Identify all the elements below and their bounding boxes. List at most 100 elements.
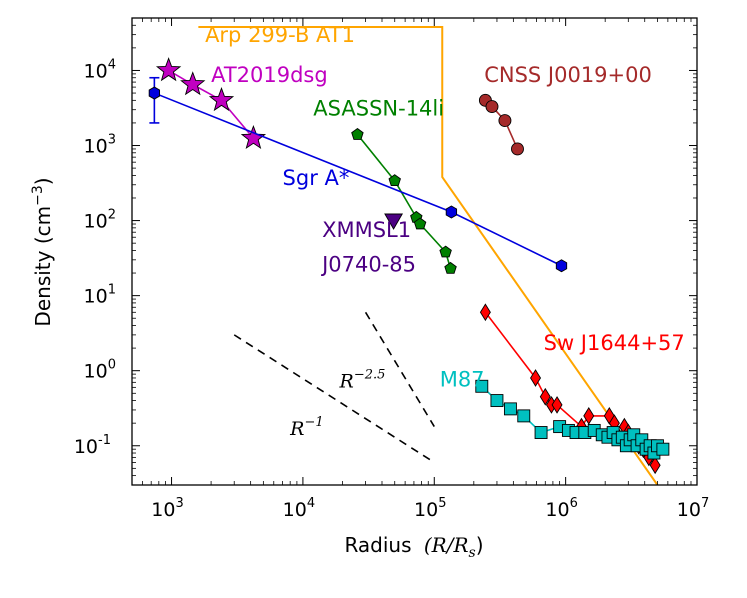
x-tick-base: 10 bbox=[151, 499, 175, 521]
y-axis-label-text: Density (cm bbox=[31, 206, 55, 327]
x-tick-exp: 7 bbox=[701, 496, 709, 511]
x-tick-exp: 6 bbox=[570, 496, 578, 511]
label-sw-j1644-57: Sw J1644+57 bbox=[544, 331, 685, 355]
y-tick-label: 100 bbox=[84, 358, 116, 383]
label-j0740-85: J0740-85 bbox=[320, 252, 416, 276]
label-asassn-14li: ASASSN-14li bbox=[313, 97, 444, 121]
y-axis-label-close: ) bbox=[31, 177, 55, 185]
x-axis-label-close: ) bbox=[476, 533, 484, 557]
data-point bbox=[444, 261, 457, 274]
y-tick-label: 101 bbox=[84, 283, 116, 308]
data-point bbox=[583, 407, 595, 425]
label-r-2-5: R−2.5 bbox=[339, 367, 386, 392]
label-sup: −1 bbox=[304, 415, 323, 430]
label-text: Sw J1644+57 bbox=[544, 331, 685, 355]
label-text: ASASSN-14li bbox=[313, 97, 444, 121]
y-tick-exp: 3 bbox=[108, 133, 116, 148]
data-point bbox=[485, 100, 499, 114]
y-tick-exp: -1 bbox=[98, 433, 111, 448]
series-line bbox=[233, 334, 435, 464]
y-tick-base: 10 bbox=[84, 286, 108, 308]
data-point bbox=[503, 402, 517, 416]
x-tick-exp: 3 bbox=[175, 496, 183, 511]
y-tick-base: 10 bbox=[74, 436, 98, 458]
label-text: R bbox=[289, 418, 304, 440]
data-point bbox=[388, 174, 401, 186]
data-point bbox=[240, 124, 267, 150]
data-point bbox=[148, 86, 161, 100]
x-axis-label-unit: (R/R bbox=[424, 533, 469, 557]
x-axis-label-sub: s bbox=[469, 545, 476, 561]
x-tick-base: 10 bbox=[545, 499, 569, 521]
data-point bbox=[384, 213, 404, 230]
data-point bbox=[539, 387, 551, 406]
data-point bbox=[534, 426, 548, 439]
data-point bbox=[475, 379, 489, 393]
series-at2019dsg bbox=[155, 57, 267, 150]
series-m87 bbox=[475, 379, 670, 460]
label-text: Arp 299-B AT1 bbox=[205, 23, 355, 47]
y-tick-label: 104 bbox=[84, 57, 116, 82]
label-text: M87 bbox=[440, 367, 485, 391]
series-r-1 bbox=[233, 334, 435, 464]
label-text: XMMSL1 bbox=[322, 218, 411, 242]
data-point bbox=[649, 456, 661, 475]
x-axis-label-text: Radius bbox=[344, 533, 411, 557]
data-point bbox=[208, 87, 235, 112]
y-tick-label: 102 bbox=[84, 208, 116, 233]
x-tick-label: 105 bbox=[414, 496, 446, 521]
data-point bbox=[555, 259, 568, 273]
data-point bbox=[656, 442, 670, 456]
label-text: Sgr A* bbox=[283, 166, 350, 190]
x-tick-label: 107 bbox=[677, 496, 709, 521]
label-sgr-a: Sgr A* bbox=[283, 166, 350, 190]
label-text: J0740-85 bbox=[320, 252, 416, 276]
y-tick-exp: 4 bbox=[108, 57, 116, 72]
x-tick-base: 10 bbox=[414, 499, 438, 521]
data-point bbox=[180, 71, 206, 96]
y-tick-exp: 2 bbox=[108, 208, 116, 223]
x-tick-base: 10 bbox=[283, 499, 307, 521]
x-tick-exp: 5 bbox=[438, 496, 446, 511]
series-sgr-a bbox=[148, 76, 568, 273]
data-point bbox=[551, 396, 563, 414]
data-point bbox=[413, 217, 427, 230]
label-text: R bbox=[339, 370, 354, 392]
label-m87: M87 bbox=[440, 367, 485, 391]
x-axis-label: Radius (R/Rs) bbox=[344, 533, 483, 561]
y-tick-label: 103 bbox=[84, 133, 116, 158]
x-tick-label: 104 bbox=[283, 496, 315, 521]
series-asassn-14li bbox=[351, 127, 457, 274]
data-point bbox=[498, 114, 512, 128]
series-line bbox=[198, 25, 659, 485]
data-point bbox=[445, 205, 458, 219]
x-tick-label: 103 bbox=[151, 496, 183, 521]
label-xmmsl1: XMMSL1 bbox=[322, 218, 411, 242]
y-tick-exp: 1 bbox=[108, 283, 116, 298]
y-axis-label: Density (cm−3) bbox=[30, 177, 55, 326]
y-tick-base: 10 bbox=[84, 361, 108, 383]
data-point bbox=[517, 409, 531, 423]
x-tick-base: 10 bbox=[677, 499, 701, 521]
series-line bbox=[168, 69, 255, 139]
data-point bbox=[439, 245, 452, 258]
label-r-1: R−1 bbox=[289, 415, 323, 440]
label-text: CNSS J0019+00 bbox=[484, 63, 652, 87]
y-tick-label: 10-1 bbox=[74, 433, 111, 458]
data-point bbox=[511, 142, 524, 156]
x-tick-exp: 4 bbox=[307, 496, 315, 511]
data-point bbox=[479, 303, 491, 322]
data-point bbox=[530, 369, 542, 387]
x-tick-label: 106 bbox=[545, 496, 577, 521]
y-axis-label-sup: −3 bbox=[30, 185, 46, 206]
label-sup: −2.5 bbox=[354, 367, 386, 382]
label-text: AT2019dsg bbox=[211, 63, 328, 87]
data-point bbox=[155, 57, 182, 82]
y-tick-base: 10 bbox=[84, 136, 108, 158]
label-at2019dsg: AT2019dsg bbox=[211, 63, 328, 87]
plot-frame bbox=[131, 17, 698, 486]
series-arp-299-b-at1 bbox=[198, 25, 659, 485]
series-cnss-j0019-00 bbox=[478, 93, 524, 156]
data-point bbox=[490, 394, 504, 408]
